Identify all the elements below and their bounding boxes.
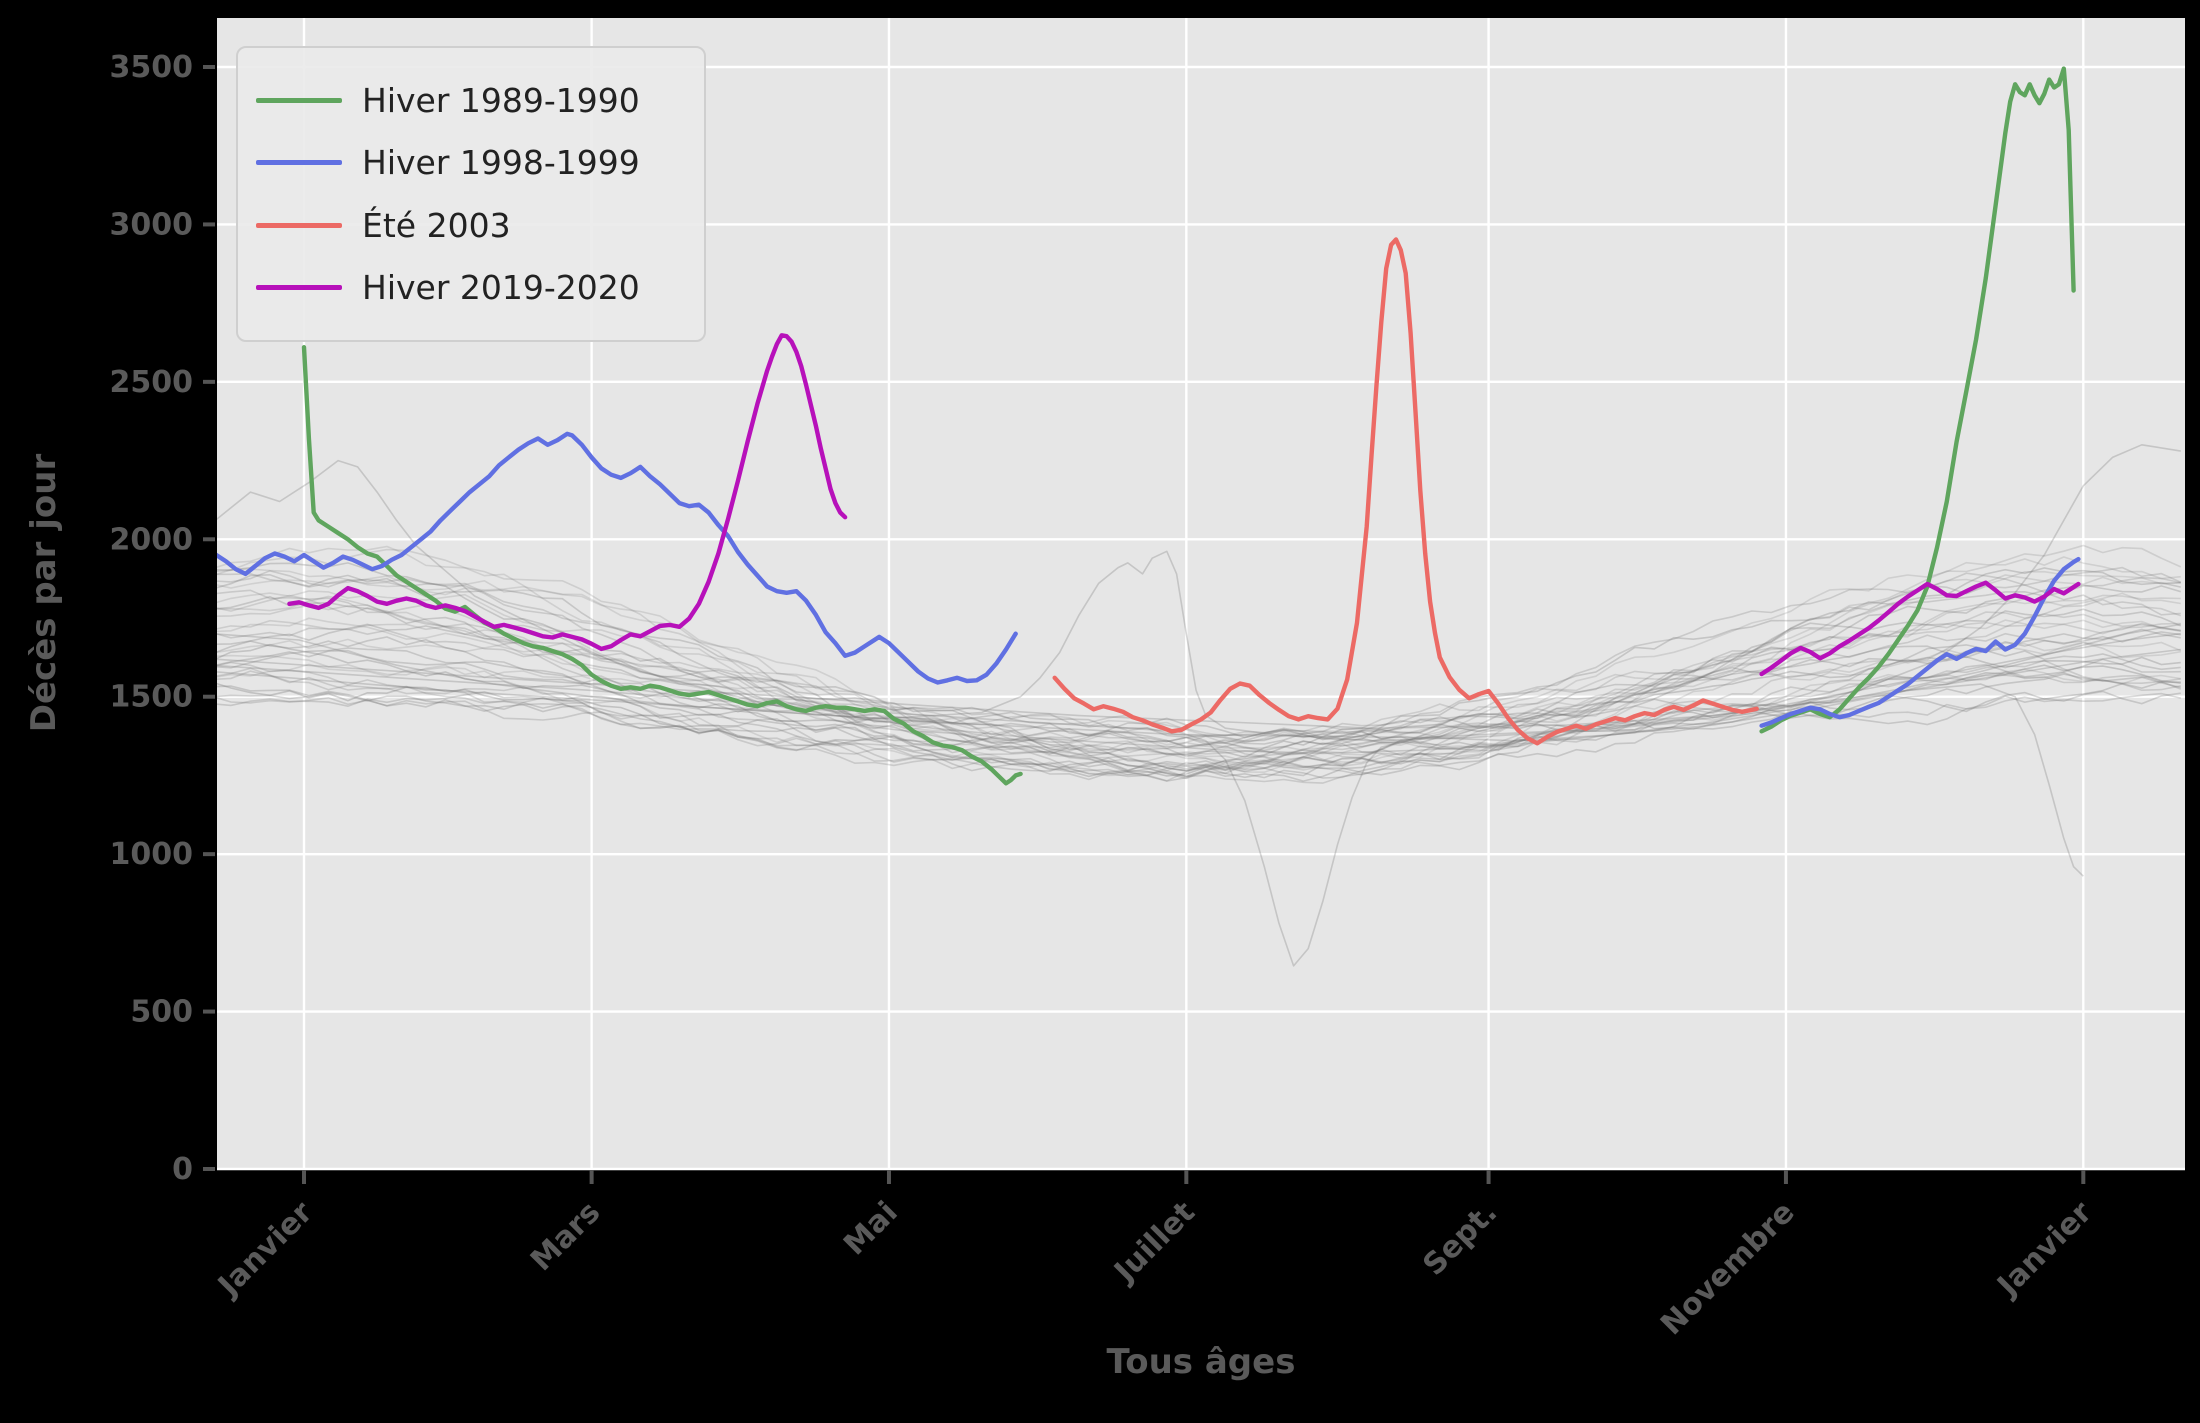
background-year-line	[217, 613, 2181, 765]
background-year-line	[217, 641, 2181, 777]
series-line-hiver-2019-2020	[1759, 580, 2081, 677]
legend-item-label: Hiver 1989-1990	[362, 81, 640, 121]
background-year-line	[217, 595, 2182, 777]
x-tick-label: Sept.	[1416, 1195, 1504, 1283]
x-tick-label: Janvier	[210, 1195, 320, 1305]
series-line-t-2003	[1052, 237, 1759, 746]
series-line-hiver-1998-1999	[1759, 556, 2081, 728]
background-year-line	[217, 659, 2182, 778]
background-year-line	[217, 667, 2181, 782]
background-year-line	[217, 673, 2181, 749]
x-tick-label: Mars	[524, 1195, 607, 1278]
background-year-line	[217, 544, 2182, 772]
x-tick-label: Janvier	[1990, 1195, 2100, 1305]
legend-item: Été 2003	[256, 206, 686, 245]
background-year-line	[217, 663, 2181, 751]
y-tick-label: 3000	[110, 207, 194, 242]
x-tick-label: Novembre	[1654, 1195, 1801, 1342]
background-year-line	[217, 562, 2181, 741]
legend-swatch-hiver-1998-1999	[256, 160, 342, 166]
background-year-line	[217, 617, 2181, 777]
background-year-line	[217, 590, 2181, 763]
legend-item-label: Été 2003	[362, 205, 511, 245]
y-tick-label: 1000	[110, 837, 194, 872]
legend: Hiver 1989-1990 Hiver 1998-1999 Été 2003…	[236, 46, 706, 342]
series-line-hiver-2019-2020	[287, 333, 848, 652]
x-axis-title: Tous âges	[1106, 1342, 1296, 1382]
legend-item: Hiver 1989-1990	[256, 81, 686, 120]
background-year-line	[217, 584, 2181, 784]
legend-item: Hiver 2019-2020	[256, 268, 686, 307]
background-year-line	[217, 570, 2181, 774]
x-tick-label: Juillet	[1106, 1195, 1202, 1291]
background-year-line	[217, 545, 2181, 751]
y-tick-label: 500	[130, 995, 193, 1030]
background-year-line	[217, 670, 2181, 776]
y-tick-label: 0	[172, 1152, 193, 1187]
background-year-line-chute-decembre	[217, 658, 2084, 877]
x-tick-label: Mai	[837, 1195, 904, 1262]
background-year-line-creux-juillet	[217, 648, 2181, 967]
legend-swatch-hiver-1989-1990	[256, 98, 342, 104]
background-year-line	[217, 681, 2181, 782]
legend-swatch-ete-2003	[256, 222, 342, 228]
background-year-line	[217, 566, 2182, 748]
background-year-line	[217, 664, 2181, 778]
background-year-line-bosse-juin	[217, 550, 2181, 742]
background-year-line	[217, 568, 2181, 771]
background-year-line	[217, 631, 2181, 782]
y-axis-title: Décès par jour	[24, 453, 64, 733]
background-year-line	[217, 638, 2182, 756]
background-year-line	[217, 622, 2181, 742]
background-year-line	[217, 573, 2182, 775]
series-line-hiver-1998-1999	[217, 431, 1018, 685]
legend-item-label: Hiver 1998-1999	[362, 143, 640, 183]
legend-item: Hiver 1998-1999	[256, 143, 686, 182]
y-tick-label: 2000	[110, 522, 194, 557]
background-year-line	[217, 690, 2181, 776]
background-year-line	[217, 643, 2181, 758]
legend-swatch-hiver-2019-2020	[256, 284, 342, 290]
background-year-line	[217, 645, 2181, 739]
y-tick-label: 1500	[110, 680, 194, 715]
series-line-hiver-1989-1990	[301, 345, 1023, 786]
series-line-hiver-1989-1990	[1759, 66, 2076, 734]
legend-item-label: Hiver 2019-2020	[362, 267, 640, 307]
background-year-line	[217, 569, 2181, 763]
y-tick-label: 2500	[110, 365, 194, 400]
y-tick-label: 3500	[110, 50, 194, 85]
